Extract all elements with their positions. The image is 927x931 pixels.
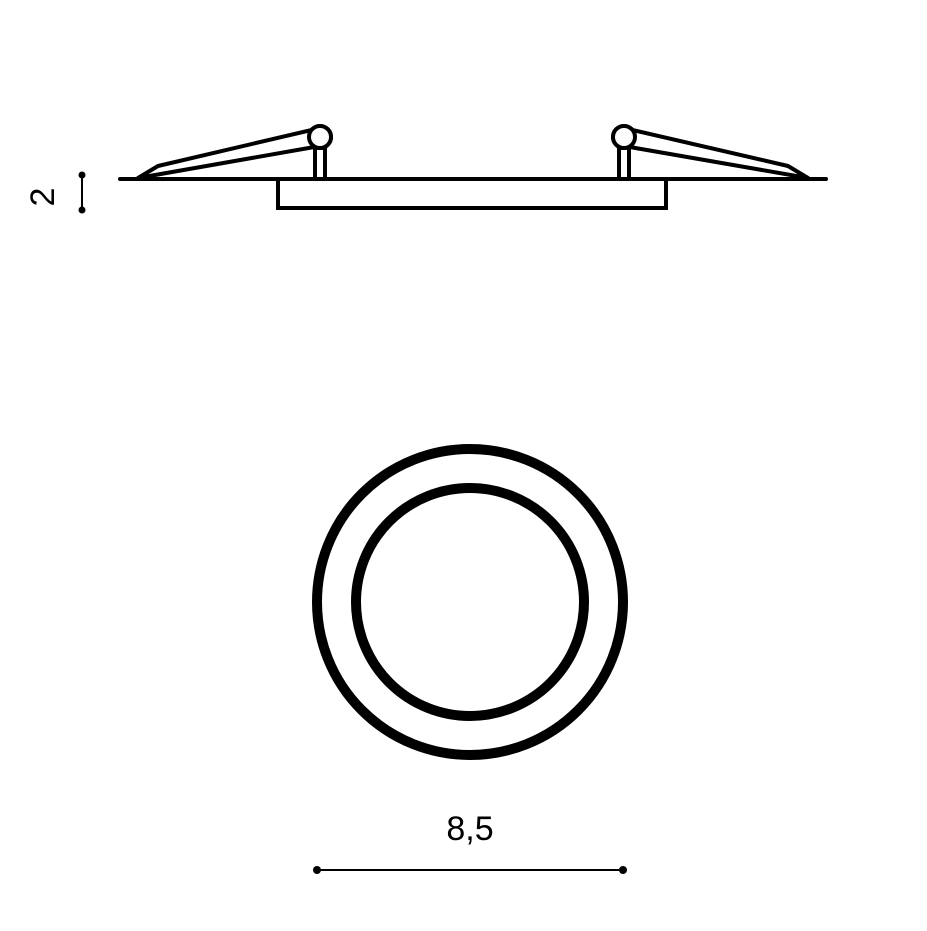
width-dim-dot-left [313,866,321,874]
clip-right-arm [624,128,808,178]
clip-left-arm [138,128,320,178]
plan-outer-circle [317,449,623,755]
width-dim-dot-right [619,866,627,874]
height-dim-label: 2 [24,188,62,207]
width-dim-label: 8,5 [446,810,493,848]
height-dim-dot-top [79,172,86,179]
clip-left-pivot-top [309,126,331,148]
height-dim-dot-bottom [79,207,86,214]
fixture-body-side [278,179,666,208]
plan-inner-circle [356,488,584,716]
clip-right-pivot-top [613,126,635,148]
